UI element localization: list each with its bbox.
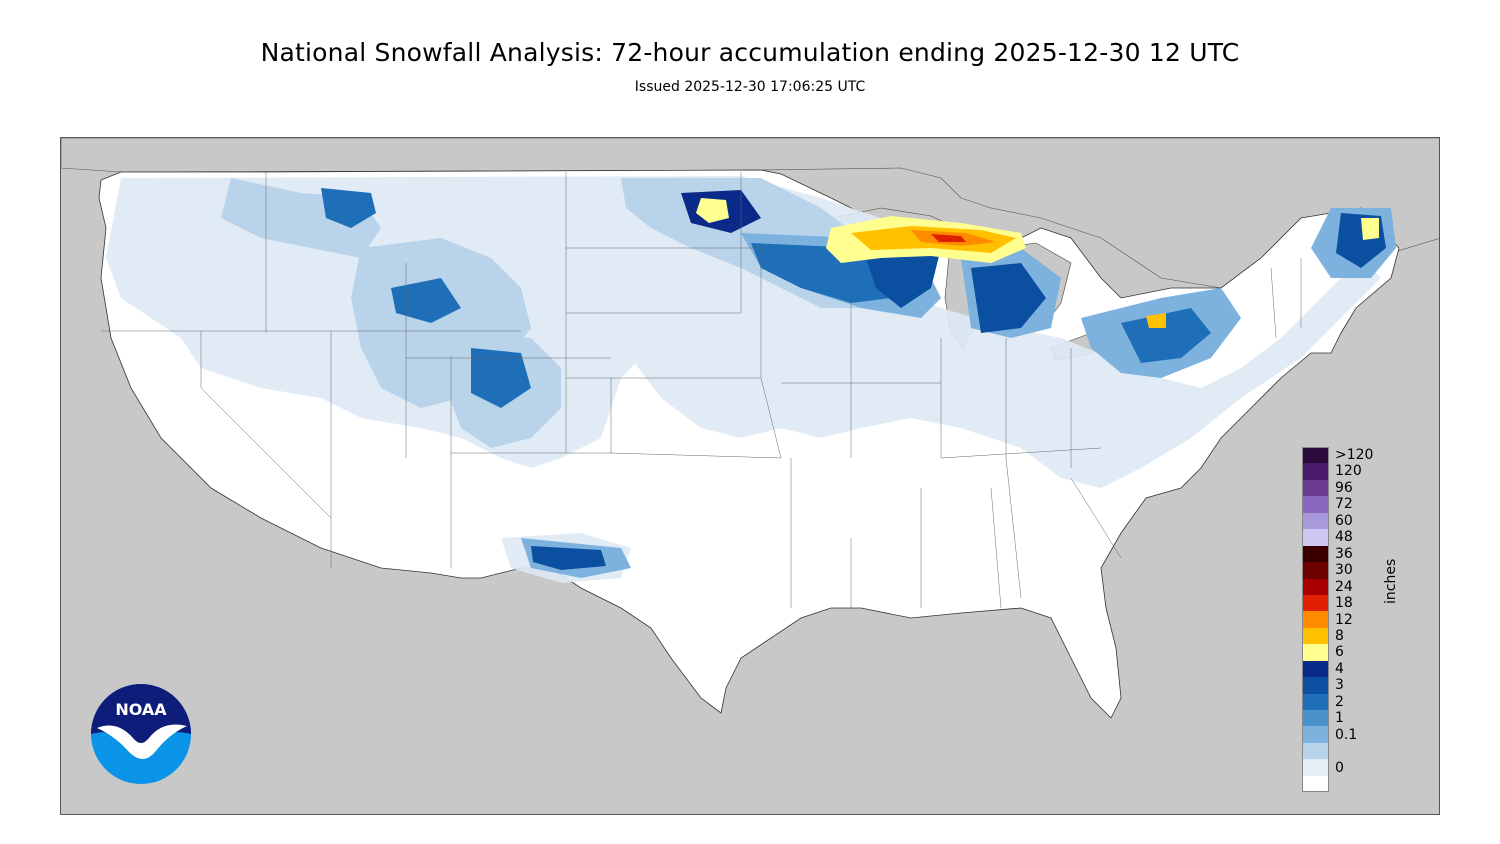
legend-label: 24 [1335, 578, 1353, 595]
legend-swatch [1302, 496, 1329, 513]
legend-label: 30 [1335, 562, 1353, 579]
legend-swatch [1302, 627, 1329, 645]
legend-label: 12 [1335, 611, 1353, 628]
legend-swatch [1302, 562, 1329, 579]
legend-swatch [1302, 594, 1329, 612]
noaa-logo-text: NOAA [115, 700, 167, 719]
legend-label: 0.1 [1335, 726, 1358, 743]
legend-swatch [1302, 693, 1329, 710]
snowfall-lake-effect-max [696, 198, 1379, 328]
state-borders [101, 172, 1302, 609]
legend-label: 120 [1335, 463, 1362, 480]
legend-label: 3 [1335, 677, 1344, 694]
legend-label: >120 [1335, 447, 1374, 463]
legend-swatch [1302, 742, 1329, 760]
legend-swatch [1302, 447, 1329, 464]
noaa-logo-icon: NOAA [91, 684, 191, 784]
map-title: National Snowfall Analysis: 72-hour accu… [260, 38, 1240, 67]
issued-timestamp: Issued 2025-12-30 17:06:25 UTC [634, 79, 866, 95]
snowfall-map [60, 137, 1440, 815]
legend-label: 72 [1335, 496, 1353, 513]
legend-swatch [1302, 710, 1329, 727]
legend-label: 18 [1335, 595, 1353, 612]
legend-label: 4 [1335, 660, 1344, 677]
legend-swatch [1302, 759, 1329, 776]
legend-unit-label: inches [1383, 558, 1399, 604]
legend-swatch [1302, 479, 1329, 497]
legend-swatch [1302, 512, 1329, 530]
legend-swatch [1302, 677, 1329, 694]
legend-label: 0 [1335, 759, 1344, 776]
legend-label: 8 [1335, 627, 1344, 644]
map-canvas [61, 138, 1439, 719]
legend-label: 60 [1335, 512, 1353, 529]
legend-label: 96 [1335, 479, 1353, 496]
legend-swatch [1302, 644, 1329, 661]
legend-swatch [1302, 545, 1329, 563]
legend-swatch [1302, 775, 1329, 793]
legend-label: 2 [1335, 693, 1344, 710]
legend-label: 6 [1335, 644, 1344, 661]
legend-label: 1 [1335, 710, 1344, 727]
legend-swatch [1302, 660, 1329, 678]
legend-swatch [1302, 611, 1329, 628]
legend-swatch [1302, 463, 1329, 480]
color-legend [1302, 447, 1330, 793]
legend-label: 48 [1335, 529, 1353, 546]
legend-swatch [1302, 529, 1329, 546]
legend-label: 36 [1335, 545, 1353, 562]
legend-swatch [1302, 578, 1329, 595]
legend-swatch [1302, 726, 1329, 743]
